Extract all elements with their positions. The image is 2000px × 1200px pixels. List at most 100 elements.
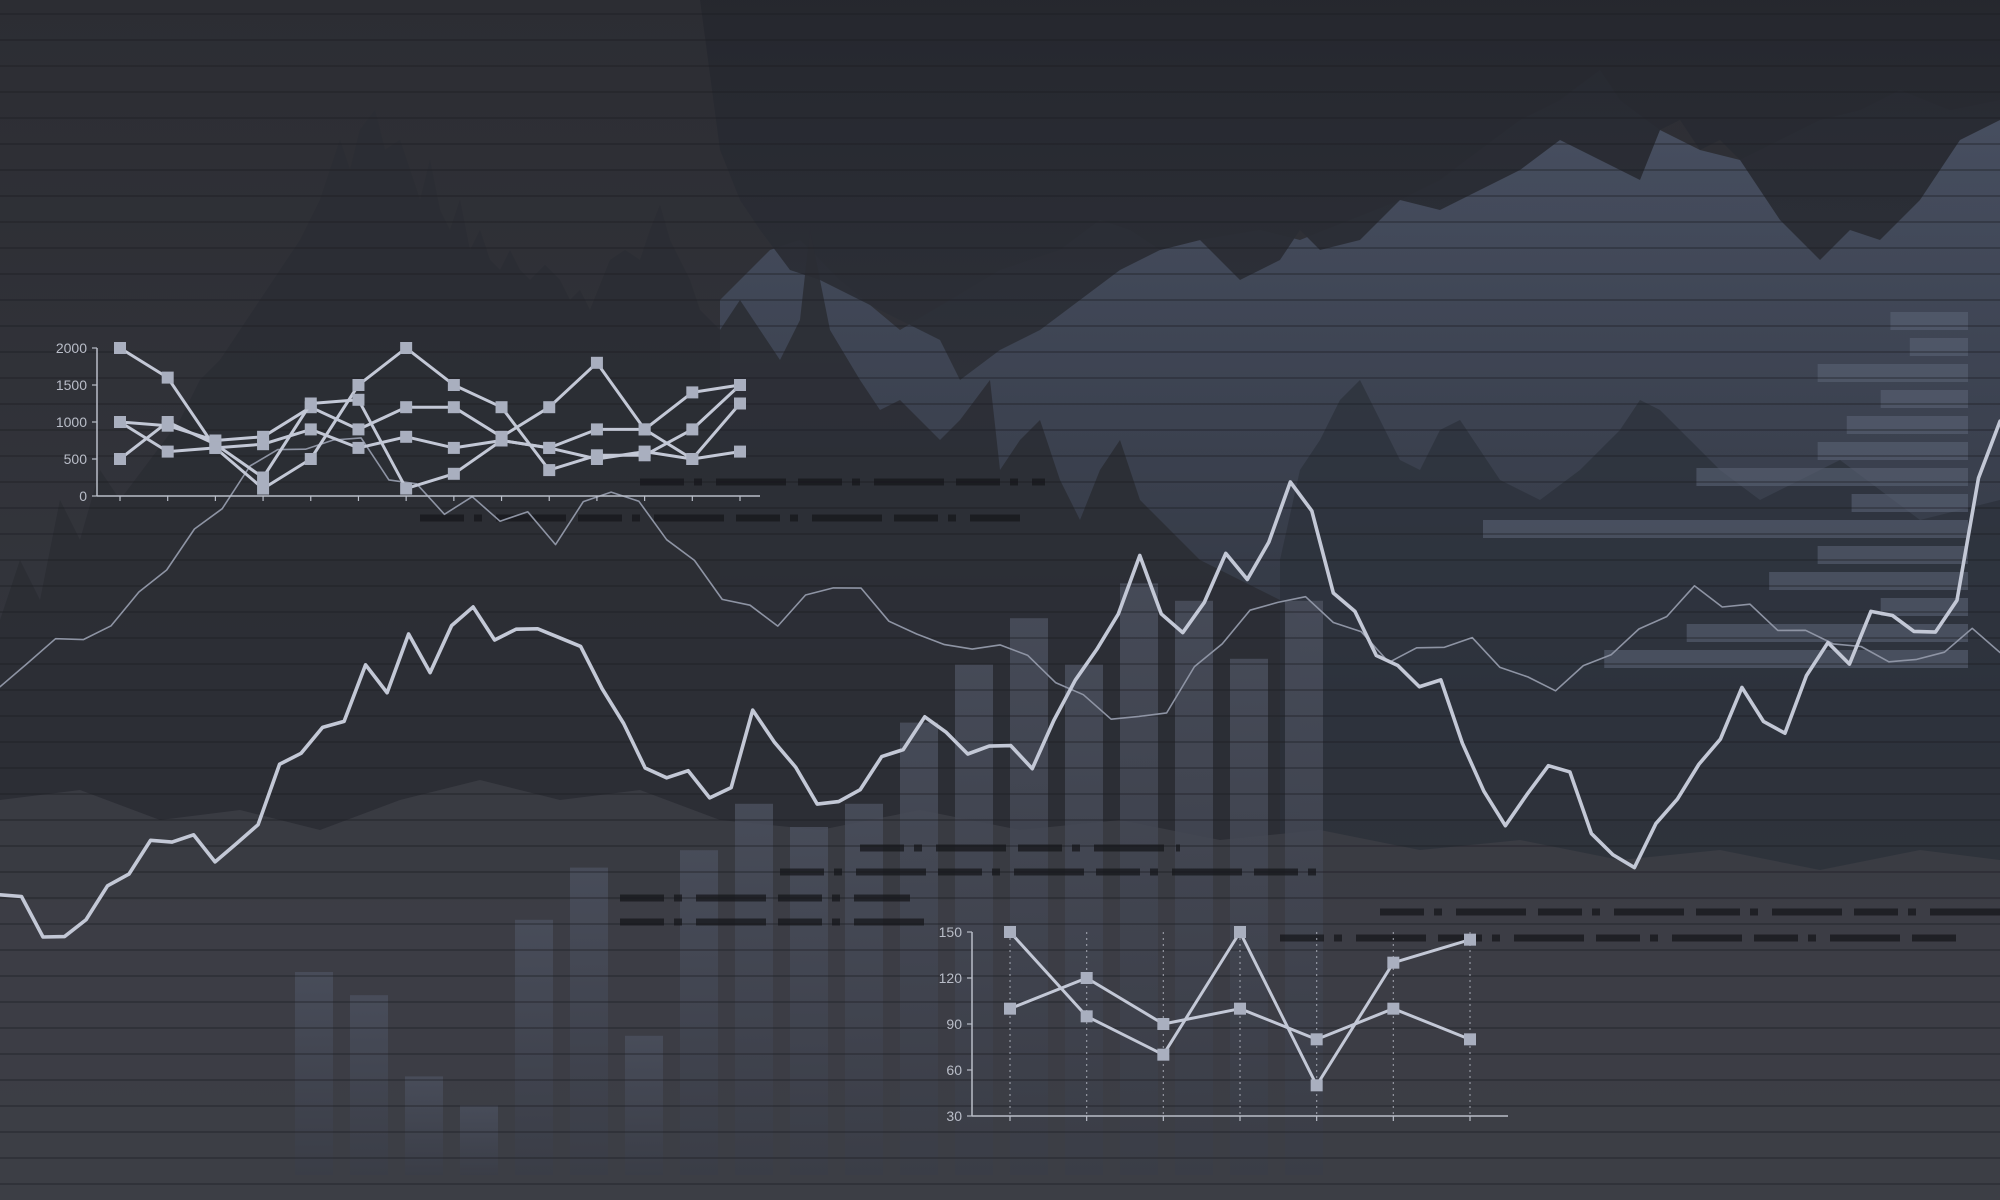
data-point-marker (734, 379, 746, 391)
background-trend-lines (0, 419, 2000, 939)
y-tick-label: 150 (939, 924, 963, 940)
data-point-marker (257, 471, 270, 484)
data-point-marker (1157, 1048, 1170, 1061)
data-point-marker (734, 445, 746, 458)
vertical-bar (735, 803, 773, 1175)
vertical-bar (350, 995, 388, 1175)
data-point-marker (590, 453, 603, 465)
horizontal-bar (1686, 624, 1968, 642)
vertical-bar (845, 803, 883, 1175)
background-area-dark-top (700, 0, 2000, 380)
series-line (119, 361, 742, 461)
y-tick-label: 500 (64, 451, 88, 467)
data-point-marker (257, 438, 270, 451)
data-point-marker (352, 423, 365, 436)
data-point-marker (686, 386, 699, 399)
data-point-marker (686, 423, 699, 436)
background-vertical-bars (295, 583, 1323, 1175)
vertical-bar (570, 867, 608, 1175)
data-point-marker (1464, 1033, 1476, 1046)
data-point-marker (1157, 1018, 1170, 1030)
data-point-marker (638, 423, 651, 436)
data-point-marker (1234, 926, 1246, 938)
vertical-bar (515, 919, 553, 1175)
data-point-marker (352, 379, 365, 391)
horizontal-bar (1880, 598, 1968, 616)
horizontal-bar (1851, 494, 1968, 512)
line-chart-bottom-center: 30 60 90 120 150 (939, 924, 1508, 1124)
data-point-marker (400, 342, 413, 354)
data-point-marker (304, 423, 317, 436)
data-point-marker (1310, 1079, 1323, 1092)
horizontal-bar (1846, 416, 1968, 434)
data-point-marker (1004, 926, 1016, 938)
vertical-bar (1120, 583, 1158, 1175)
data-point-marker (352, 441, 365, 454)
data-point-marker (686, 453, 699, 465)
data-point-marker (1004, 1002, 1016, 1015)
data-point-marker (543, 464, 556, 477)
vertical-bar (460, 1105, 498, 1175)
data-point-marker (304, 397, 317, 410)
data-point-marker (1234, 1002, 1246, 1015)
y-tick-label: 120 (939, 970, 963, 986)
data-point-marker (304, 453, 317, 465)
series-line (119, 383, 741, 491)
data-point-marker (734, 397, 746, 410)
data-point-marker (114, 453, 126, 465)
data-point-marker (495, 434, 508, 447)
y-tick-label: 1000 (56, 414, 87, 430)
vertical-bar (680, 850, 718, 1175)
data-point-marker (447, 467, 460, 480)
data-point-marker (161, 445, 174, 458)
horizontal-bar (1696, 468, 1968, 486)
data-point-marker (1310, 1033, 1323, 1046)
data-point-marker (1080, 972, 1093, 984)
data-point-marker (447, 401, 460, 414)
data-point-marker (495, 401, 508, 414)
bright-trend-line (0, 419, 2000, 939)
thin-trend-line (0, 437, 2000, 721)
vertical-bar (1065, 664, 1103, 1175)
data-point-marker (400, 482, 413, 495)
vertical-bar (1175, 600, 1213, 1175)
data-point-marker (209, 441, 222, 454)
data-point-marker (447, 441, 460, 454)
vertical-bar (955, 664, 993, 1175)
vertical-bar (790, 827, 828, 1175)
y-tick-label: 60 (946, 1062, 962, 1078)
vertical-bar (295, 972, 333, 1175)
horizontal-bar (1909, 338, 1968, 356)
y-tick-label: 1500 (56, 377, 87, 393)
vertical-bar (405, 1076, 443, 1175)
data-point-marker (114, 342, 126, 354)
background-fog (0, 780, 2000, 1200)
data-point-marker (257, 482, 270, 495)
y-tick-label: 2000 (56, 340, 87, 356)
data-point-marker (352, 393, 365, 406)
vertical-bar (1010, 618, 1048, 1175)
horizontal-bar (1817, 364, 1968, 382)
data-point-marker (1464, 933, 1476, 946)
data-point-marker (543, 441, 556, 454)
data-point-marker (447, 379, 460, 391)
data-point-marker (1387, 956, 1400, 969)
data-point-marker (400, 401, 413, 414)
data-point-marker (161, 416, 174, 428)
data-point-marker (400, 430, 413, 443)
vertical-bar (1285, 600, 1323, 1175)
vertical-bar (900, 722, 938, 1175)
series-line (119, 420, 741, 461)
y-tick-label: 0 (79, 488, 87, 504)
horizontal-bar (1890, 312, 1968, 330)
data-point-marker (590, 356, 603, 369)
y-tick-label: 90 (946, 1016, 962, 1032)
data-point-marker (161, 371, 174, 384)
series-line (119, 346, 742, 491)
line-chart-top-left: 0 500 1000 1500 2000 (56, 340, 760, 504)
data-point-marker (638, 445, 651, 458)
y-tick-label: 30 (946, 1108, 962, 1124)
data-point-marker (590, 423, 603, 436)
data-point-marker (114, 416, 126, 428)
